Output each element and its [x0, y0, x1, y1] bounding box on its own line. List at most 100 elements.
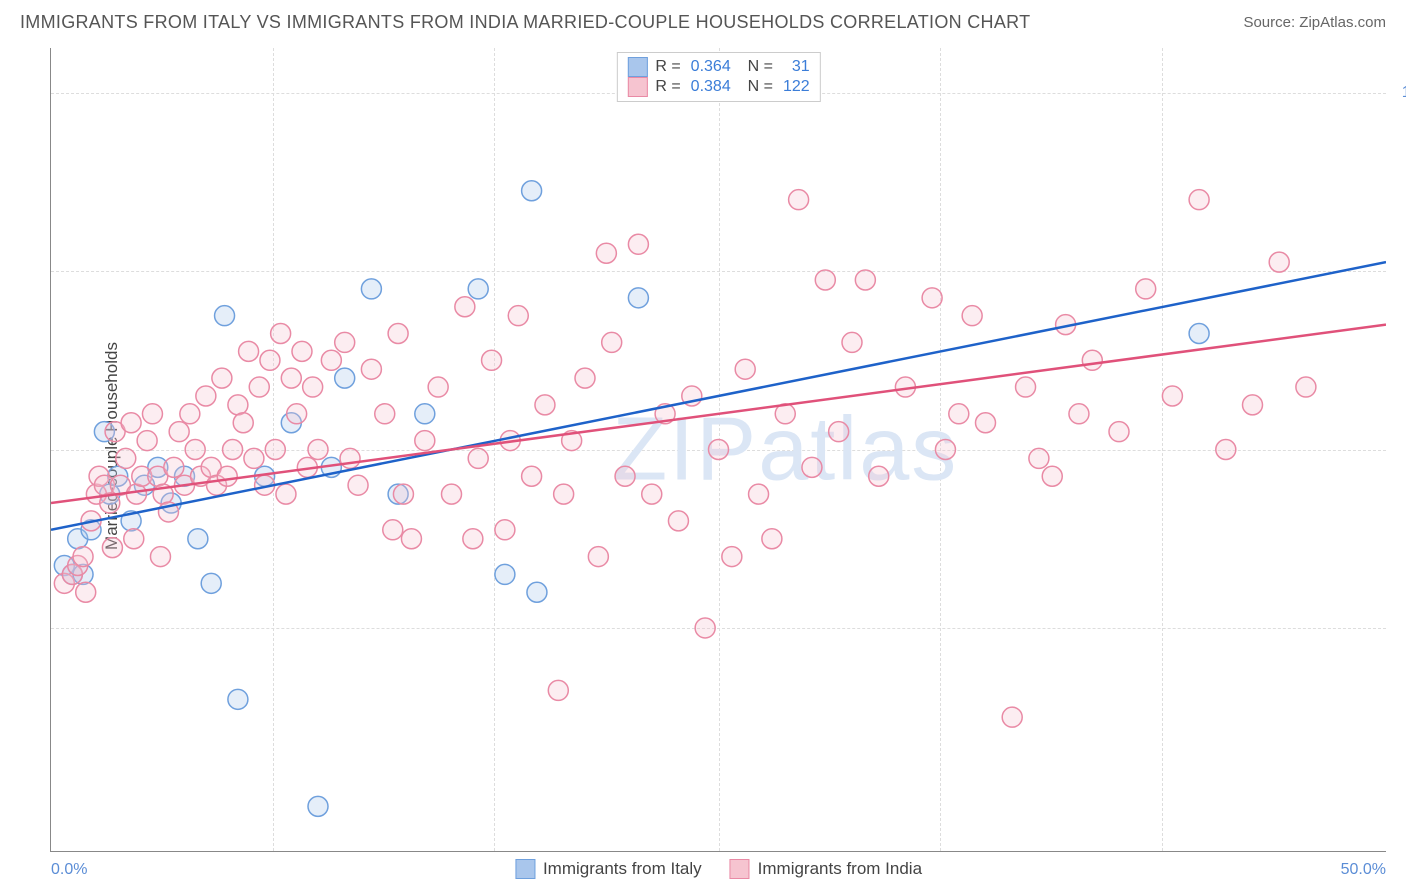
- data-point: [142, 404, 162, 424]
- data-point: [442, 484, 462, 504]
- data-point: [1082, 350, 1102, 370]
- data-point: [217, 466, 237, 486]
- data-point: [855, 270, 875, 290]
- legend-n-label: N =: [739, 78, 773, 96]
- data-point: [842, 332, 862, 352]
- data-point: [260, 350, 280, 370]
- data-point: [1109, 422, 1129, 442]
- legend-n-value-italy: 31: [783, 58, 810, 76]
- data-point: [468, 279, 488, 299]
- data-point: [303, 377, 323, 397]
- data-point: [749, 484, 769, 504]
- data-point: [935, 440, 955, 460]
- legend-r-value-italy: 0.364: [691, 58, 731, 76]
- legend-r-value-india: 0.384: [691, 78, 731, 96]
- y-tick-label: 40.0%: [1396, 619, 1406, 637]
- data-point: [185, 440, 205, 460]
- data-point: [428, 377, 448, 397]
- data-point: [102, 538, 122, 558]
- data-point: [223, 440, 243, 460]
- data-point: [1189, 190, 1209, 210]
- chart-area: ZIPatlas R = 0.364 N = 31 R = 0.384 N = …: [50, 48, 1386, 852]
- data-point: [292, 341, 312, 361]
- data-point: [815, 270, 835, 290]
- data-point: [1136, 279, 1156, 299]
- data-point: [180, 404, 200, 424]
- data-point: [495, 520, 515, 540]
- data-point: [962, 306, 982, 326]
- data-point: [116, 448, 136, 468]
- data-point: [575, 368, 595, 388]
- data-point: [548, 680, 568, 700]
- data-point: [1069, 404, 1089, 424]
- data-point: [1042, 466, 1062, 486]
- data-point: [239, 341, 259, 361]
- data-point: [233, 413, 253, 433]
- data-point: [388, 324, 408, 344]
- data-point: [922, 288, 942, 308]
- data-point: [735, 359, 755, 379]
- data-point: [249, 377, 269, 397]
- data-point: [1243, 395, 1263, 415]
- data-point: [281, 368, 301, 388]
- data-point: [554, 484, 574, 504]
- data-point: [1016, 377, 1036, 397]
- swatch-italy: [627, 57, 647, 77]
- legend-row-india: R = 0.384 N = 122: [627, 77, 809, 97]
- data-point: [137, 431, 157, 451]
- swatch-india-icon: [730, 859, 750, 879]
- data-point: [1002, 707, 1022, 727]
- data-point: [628, 234, 648, 254]
- data-point: [949, 404, 969, 424]
- legend-item-india: Immigrants from India: [730, 859, 922, 879]
- data-point: [1269, 252, 1289, 272]
- data-point: [588, 547, 608, 567]
- chart-title: IMMIGRANTS FROM ITALY VS IMMIGRANTS FROM…: [20, 12, 1030, 33]
- data-point: [1296, 377, 1316, 397]
- data-point: [308, 440, 328, 460]
- data-point: [527, 582, 547, 602]
- data-point: [869, 466, 889, 486]
- data-point: [361, 279, 381, 299]
- data-point: [212, 368, 232, 388]
- swatch-italy-icon: [515, 859, 535, 879]
- legend-item-italy: Immigrants from Italy: [515, 859, 702, 879]
- data-point: [361, 359, 381, 379]
- data-point: [522, 466, 542, 486]
- data-point: [335, 368, 355, 388]
- data-point: [287, 404, 307, 424]
- data-point: [415, 404, 435, 424]
- data-point: [628, 288, 648, 308]
- data-point: [228, 689, 248, 709]
- data-point: [348, 475, 368, 495]
- data-point: [522, 181, 542, 201]
- data-point: [188, 529, 208, 549]
- data-point: [615, 466, 635, 486]
- data-point: [76, 582, 96, 602]
- y-tick-label: 60.0%: [1396, 441, 1406, 459]
- data-point: [976, 413, 996, 433]
- data-point: [383, 520, 403, 540]
- scatter-plot-svg: [51, 48, 1386, 851]
- data-point: [468, 448, 488, 468]
- data-point: [375, 404, 395, 424]
- data-point: [196, 386, 216, 406]
- data-point: [829, 422, 849, 442]
- data-point: [169, 422, 189, 442]
- source-label: Source: ZipAtlas.com: [1243, 14, 1386, 31]
- data-point: [1029, 448, 1049, 468]
- correlation-legend: R = 0.364 N = 31 R = 0.384 N = 122: [616, 52, 820, 102]
- data-point: [463, 529, 483, 549]
- data-point: [722, 547, 742, 567]
- legend-label-india: Immigrants from India: [758, 859, 922, 879]
- data-point: [215, 306, 235, 326]
- data-point: [265, 440, 285, 460]
- data-point: [455, 297, 475, 317]
- data-point: [535, 395, 555, 415]
- data-point: [271, 324, 291, 344]
- data-point: [802, 457, 822, 477]
- data-point: [508, 306, 528, 326]
- data-point: [393, 484, 413, 504]
- data-point: [124, 529, 144, 549]
- legend-label-italy: Immigrants from Italy: [543, 859, 702, 879]
